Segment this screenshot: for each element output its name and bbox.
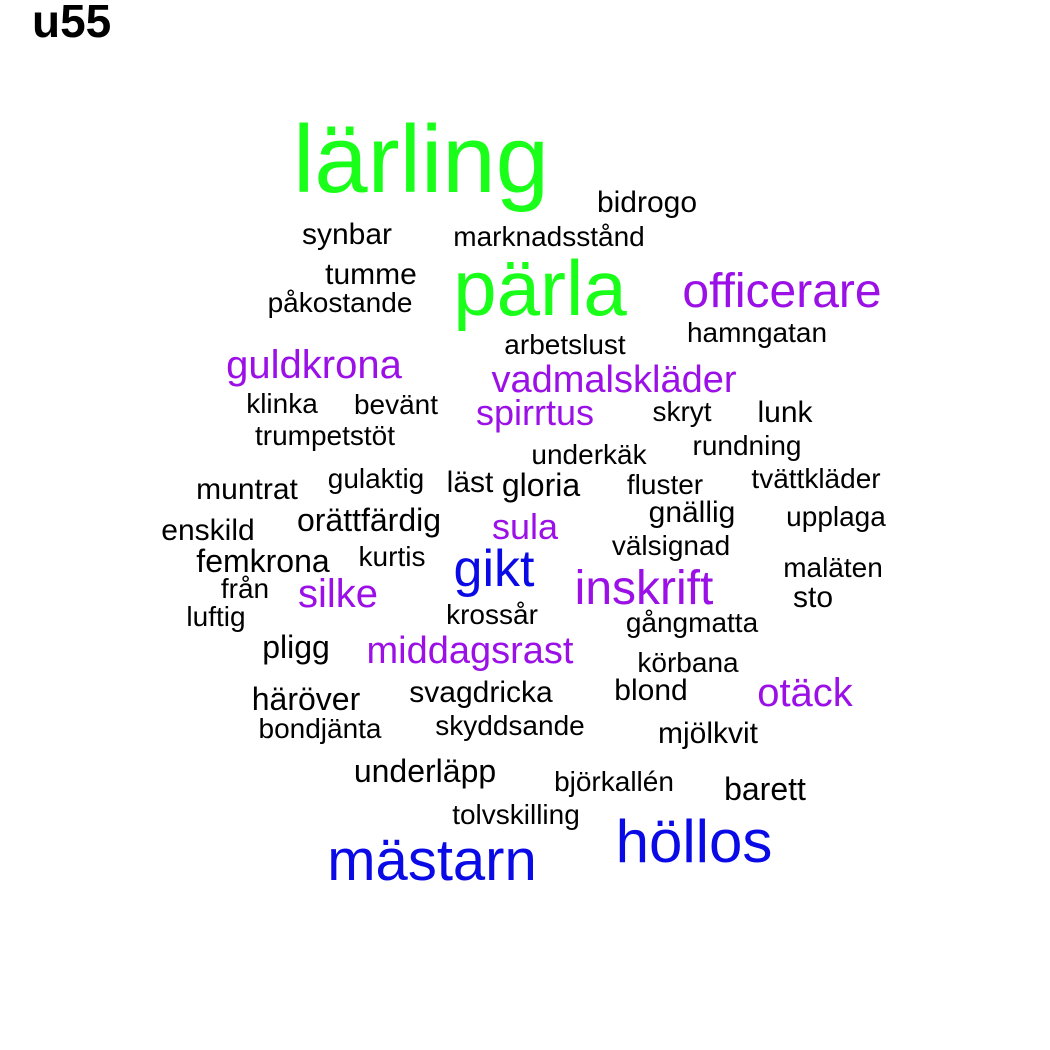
word-trumpetstot: trumpetstöt (254, 420, 396, 451)
word-tumme: tumme (325, 258, 417, 291)
word-underkak: underkäk (531, 439, 647, 470)
word-sto: sto (792, 581, 834, 614)
word-tvattklader: tvättkläder (751, 463, 881, 494)
word-mjolkvit: mjölkvit (657, 717, 759, 750)
word-marknadsstand: marknadsstånd (453, 221, 645, 252)
word-otack: otäck (757, 671, 853, 715)
word-klinka: klinka (246, 388, 318, 419)
word-middagsrast: middagsrast (366, 630, 574, 672)
word-larling: lärling (292, 106, 550, 213)
word-barett: barett (724, 771, 806, 807)
word-skryt: skryt (652, 396, 712, 427)
word-parla: pärla (453, 244, 627, 332)
word-korbana: körbana (637, 647, 739, 678)
word-tolvskilling: tolvskilling (452, 799, 580, 830)
word-harover: häröver (251, 681, 361, 717)
word-femkrona: femkrona (196, 543, 330, 579)
word-fran: från (220, 573, 270, 604)
word-underlapp: underläpp (353, 753, 497, 789)
word-gulaktig: gulaktig (327, 463, 425, 494)
word-enskild: enskild (161, 514, 255, 547)
word-bevant: bevänt (353, 389, 439, 420)
word-kurtis: kurtis (358, 541, 426, 572)
word-bondjanta: bondjänta (258, 713, 382, 744)
word-officerare: officerare (682, 265, 882, 318)
word-valsignad: välsignad (611, 530, 731, 561)
word-gangmatta: gångmatta (625, 607, 759, 638)
word-hamngatan: hamngatan (686, 317, 828, 348)
word-upplaga: upplaga (786, 501, 886, 532)
word-last: läst (446, 466, 494, 499)
word-lunk: lunk (757, 396, 813, 429)
word-gikt: gikt (453, 540, 535, 598)
word-sula: sula (491, 506, 559, 547)
word-skyddsande: skyddsande (435, 710, 585, 741)
word-svagdricka: svagdricka (409, 676, 553, 709)
word-synbar: synbar (301, 218, 393, 251)
word-arbetslust: arbetslust (504, 329, 626, 360)
word-vadmalsklader: vadmalskläder (491, 359, 737, 401)
word-pakostande: påkostande (267, 287, 413, 318)
word-spirrtus: spirrtus (475, 392, 595, 433)
word-luftig: luftig (186, 601, 246, 632)
word-bjorkallen: björkallén (554, 766, 674, 797)
word-muntrat: muntrat (196, 473, 298, 506)
word-blond: blond (614, 674, 688, 707)
word-fluster: fluster (626, 469, 704, 500)
word-gloria: gloria (501, 467, 581, 503)
word-silke: silke (297, 572, 379, 616)
word-inskrift: inskrift (574, 562, 714, 615)
word-orattfardig: orättfärdig (296, 502, 442, 538)
word-hollos: höllos (615, 808, 773, 875)
page-title: u55 (32, 0, 112, 47)
word-mastarn: mästarn (327, 828, 537, 893)
word-pligg: pligg (262, 629, 330, 665)
word-malaten: maläten (783, 552, 883, 583)
word-krossar: krossår (446, 599, 538, 630)
word-rundning: rundning (692, 430, 802, 461)
word-guldkrona: guldkrona (226, 343, 402, 387)
word-bidrogo: bidrogo (596, 186, 698, 219)
word-gnallig: gnällig (648, 496, 736, 529)
